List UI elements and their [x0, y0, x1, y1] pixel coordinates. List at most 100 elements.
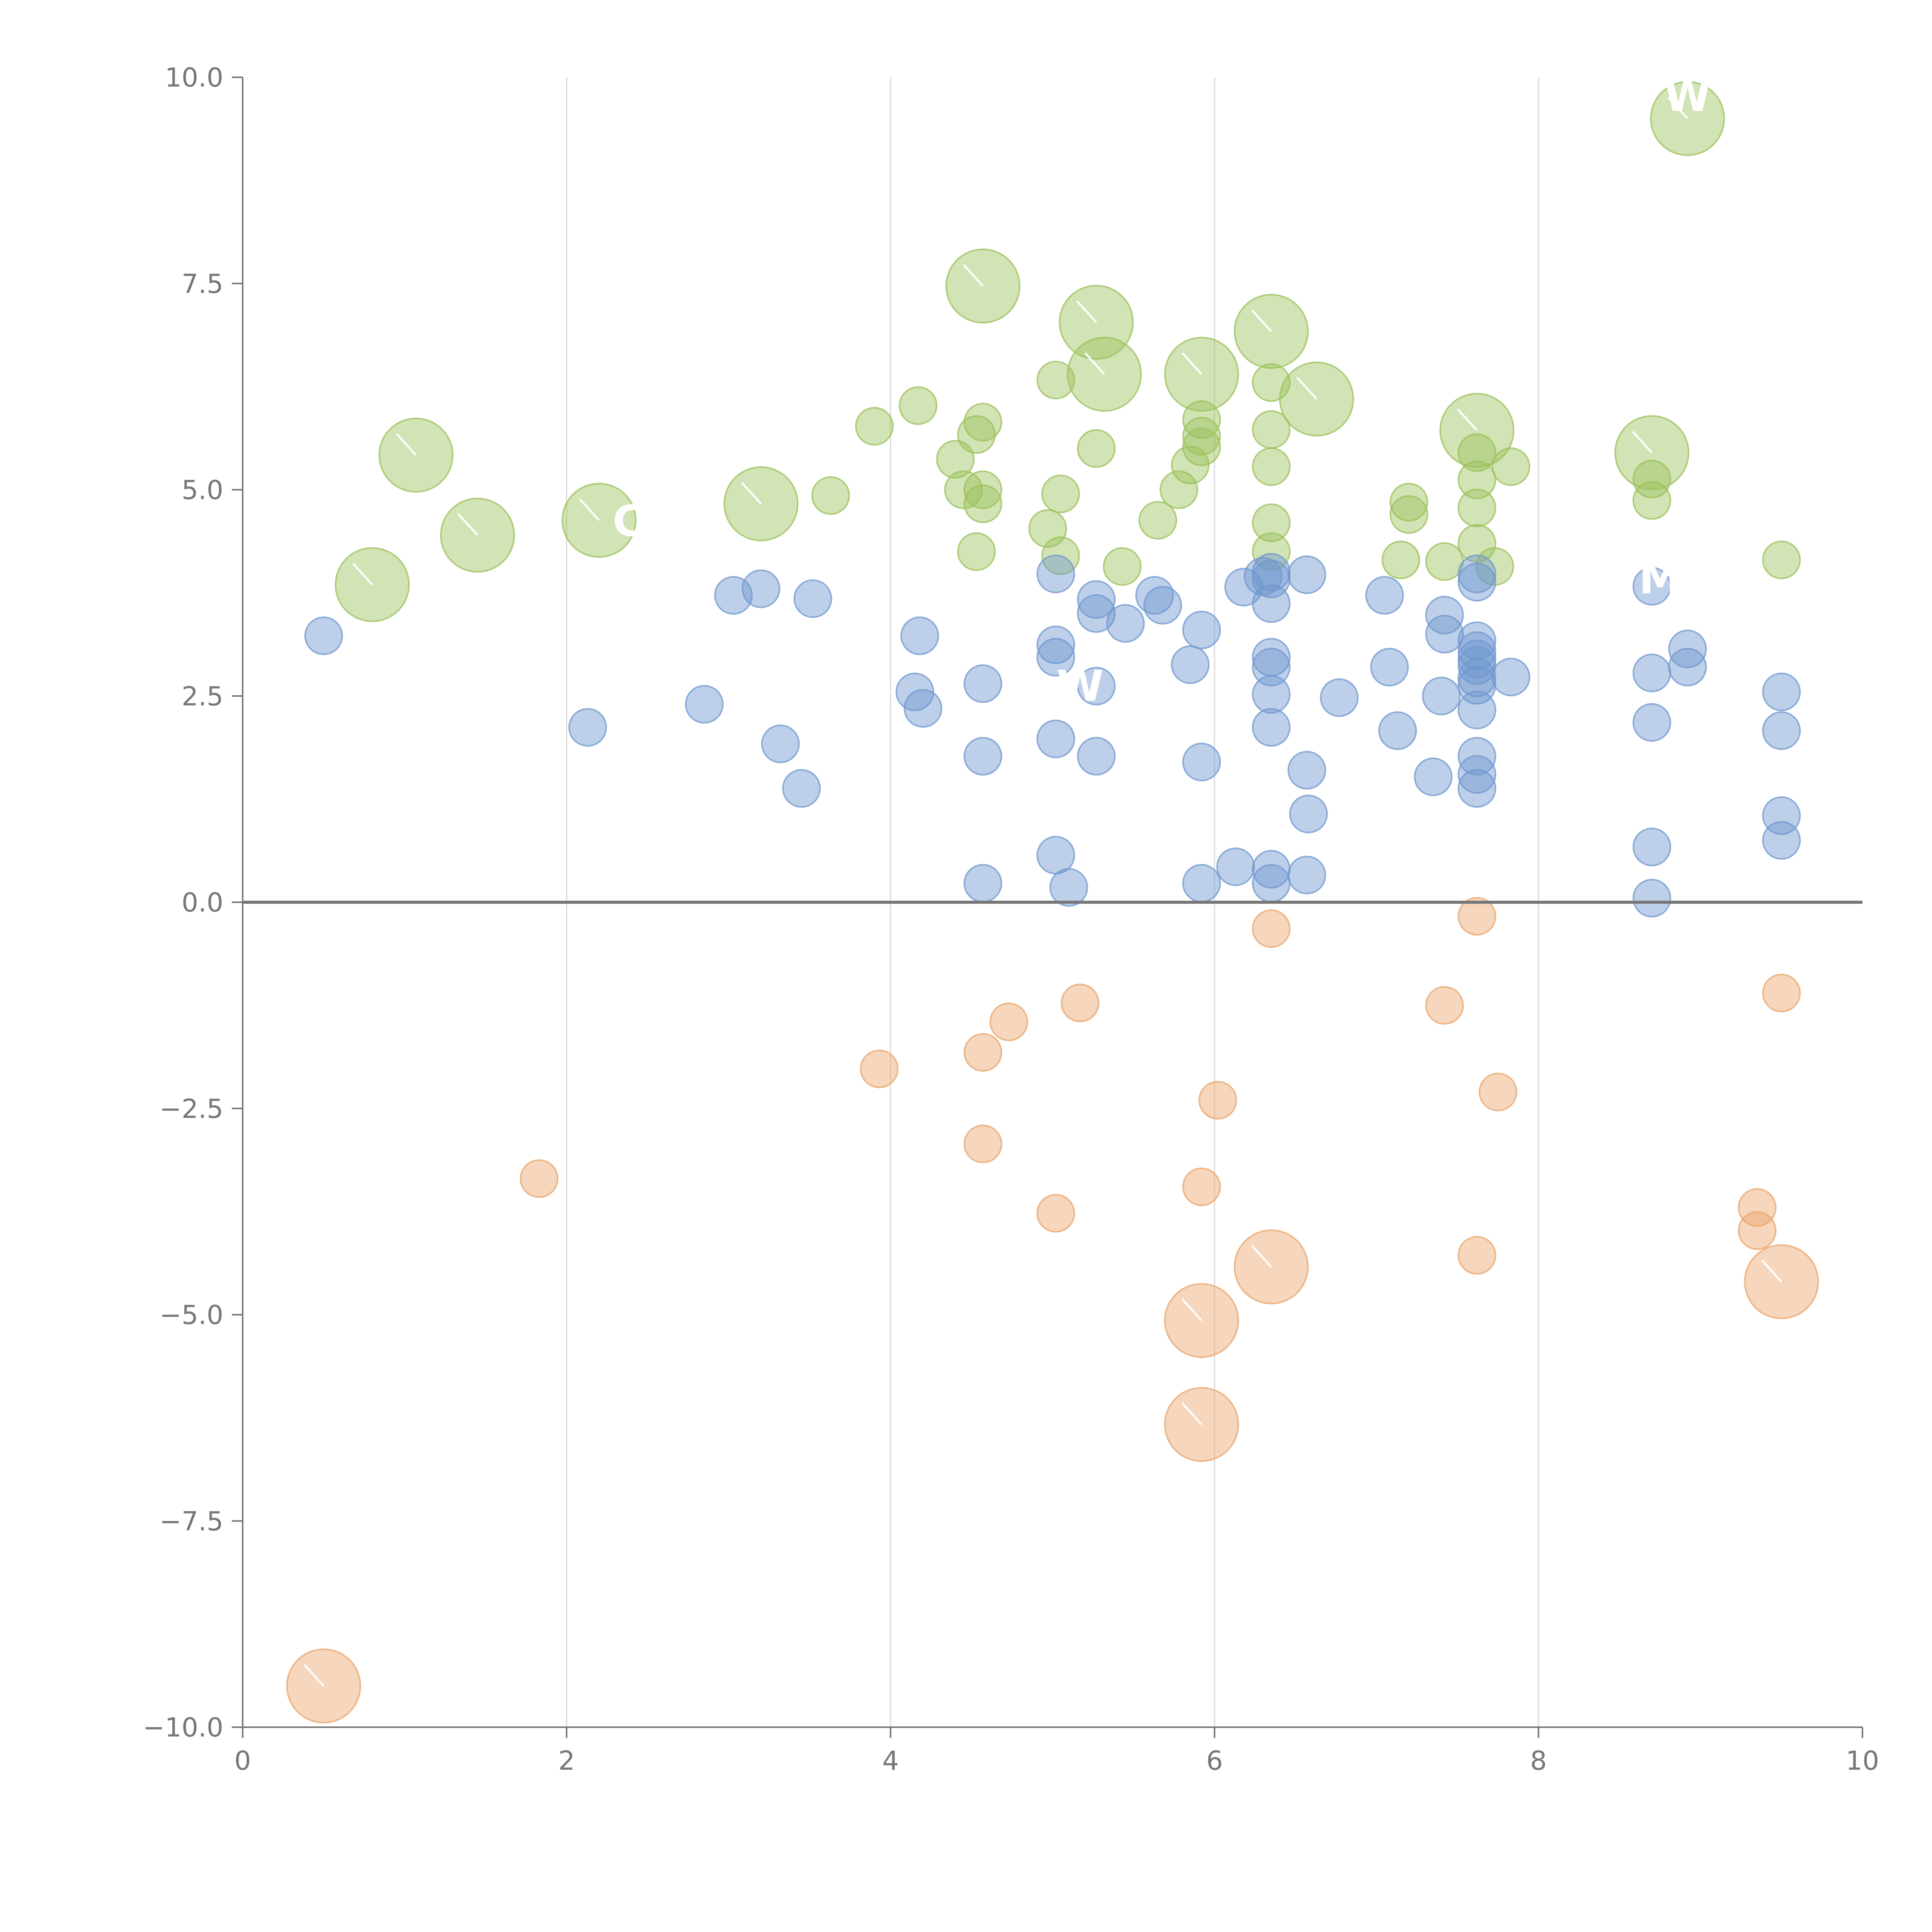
- green-bubble[interactable]: [1458, 433, 1497, 472]
- blue-bubble[interactable]: [742, 569, 781, 608]
- green-bubble[interactable]: [957, 532, 996, 571]
- blue-bubble[interactable]: [1182, 611, 1221, 650]
- green-bubble[interactable]: [1138, 501, 1177, 540]
- blue-bubble[interactable]: [1414, 757, 1453, 796]
- blue-bubble[interactable]: [1289, 794, 1328, 833]
- blue-bubble[interactable]: [1252, 648, 1291, 687]
- blue-bubble[interactable]: [1252, 675, 1291, 714]
- orange-bubble[interactable]: [860, 1049, 899, 1088]
- blue-bubble[interactable]: [1378, 711, 1417, 750]
- green-bubble[interactable]: [855, 407, 894, 446]
- green-bubble[interactable]: [1252, 410, 1291, 449]
- blue-bubble[interactable]: [1036, 625, 1075, 664]
- blue-bubble[interactable]: [963, 737, 1002, 776]
- green-bubble[interactable]: [1389, 483, 1429, 522]
- blue-bubble[interactable]: [1668, 648, 1707, 687]
- blue-bubble[interactable]: [782, 769, 821, 808]
- green-bubble[interactable]: [1182, 427, 1221, 466]
- blue-bubble[interactable]: [1036, 719, 1075, 759]
- green-bubble[interactable]: [936, 440, 975, 479]
- orange-bubble[interactable]: [963, 1033, 1002, 1072]
- blue-bubble[interactable]: [1458, 554, 1497, 594]
- orange-bubble[interactable]: [1425, 986, 1464, 1025]
- blue-bubble[interactable]: [1106, 604, 1145, 643]
- green-bubble[interactable]: [1182, 417, 1221, 456]
- blue-bubble[interactable]: [1036, 638, 1075, 677]
- blue-bubble[interactable]: [1252, 584, 1291, 623]
- blue-bubble[interactable]: [1077, 737, 1116, 776]
- green-bubble[interactable]: [1252, 532, 1291, 571]
- blue-bubble[interactable]: [1287, 751, 1327, 790]
- blue-bubble[interactable]: [1252, 708, 1291, 747]
- orange-bubble[interactable]: [1182, 1167, 1221, 1206]
- blue-bubble[interactable]: [1365, 576, 1404, 615]
- green-bubble[interactable]: [1633, 459, 1672, 498]
- green-bubble[interactable]: [1252, 447, 1291, 486]
- blue-bubble[interactable]: [1077, 580, 1116, 619]
- blue-bubble[interactable]: [1458, 563, 1497, 602]
- orange-bubble[interactable]: [989, 1002, 1028, 1041]
- blue-bubble[interactable]: [304, 616, 343, 655]
- blue-bubble[interactable]: [568, 708, 607, 747]
- green-bubble[interactable]: [1633, 481, 1672, 520]
- blue-bubble[interactable]: [1458, 769, 1497, 808]
- green-bubble[interactable]: [1182, 400, 1221, 439]
- blue-bubble[interactable]: [1633, 703, 1672, 742]
- blue-bubble[interactable]: [1077, 594, 1116, 633]
- green-bubble[interactable]: [1159, 470, 1198, 509]
- blue-bubble[interactable]: [1320, 678, 1359, 717]
- blue-bubble[interactable]: [1762, 672, 1801, 711]
- green-bubble[interactable]: [899, 386, 938, 425]
- blue-bubble[interactable]: [1633, 567, 1672, 606]
- green-bubble[interactable]: [1762, 540, 1801, 579]
- blue-bubble[interactable]: [1216, 847, 1255, 886]
- orange-bubble[interactable]: [1061, 983, 1100, 1022]
- blue-bubble[interactable]: [1143, 586, 1182, 625]
- orange-bubble[interactable]: [1738, 1188, 1777, 1227]
- orange-bubble[interactable]: [1762, 973, 1801, 1012]
- blue-bubble[interactable]: [1762, 711, 1801, 750]
- orange-bubble[interactable]: [1458, 897, 1497, 936]
- blue-bubble[interactable]: [1633, 827, 1672, 866]
- blue-bubble[interactable]: [1425, 615, 1464, 654]
- orange-bubble[interactable]: [1252, 909, 1291, 948]
- green-bubble[interactable]: [963, 470, 1002, 509]
- blue-bubble[interactable]: [1458, 631, 1497, 670]
- blue-bubble[interactable]: [1077, 667, 1116, 706]
- green-bubble[interactable]: [963, 403, 1002, 442]
- green-bubble[interactable]: [957, 415, 996, 454]
- blue-bubble[interactable]: [1049, 868, 1088, 907]
- green-bubble[interactable]: [1171, 446, 1210, 485]
- green-bubble[interactable]: [1425, 542, 1464, 581]
- blue-bubble[interactable]: [1036, 554, 1075, 594]
- blue-bubble[interactable]: [1182, 864, 1221, 903]
- blue-bubble[interactable]: [1762, 821, 1801, 860]
- blue-bubble[interactable]: [1633, 879, 1672, 918]
- green-bubble[interactable]: [1103, 547, 1142, 586]
- green-bubble[interactable]: [1041, 474, 1080, 514]
- blue-bubble[interactable]: [1492, 658, 1531, 697]
- green-bubble[interactable]: [811, 476, 850, 515]
- blue-bubble[interactable]: [1458, 755, 1497, 794]
- blue-bubble[interactable]: [1370, 648, 1409, 687]
- green-bubble[interactable]: [1492, 447, 1531, 486]
- blue-bubble[interactable]: [1252, 864, 1291, 903]
- green-bubble[interactable]: [963, 484, 1002, 523]
- green-bubble[interactable]: [1252, 503, 1291, 542]
- green-bubble[interactable]: [1036, 361, 1075, 400]
- blue-bubble[interactable]: [1633, 653, 1672, 692]
- blue-bubble[interactable]: [1287, 555, 1327, 594]
- blue-bubble[interactable]: [761, 724, 800, 764]
- blue-bubble[interactable]: [685, 685, 724, 724]
- blue-bubble[interactable]: [963, 864, 1002, 903]
- orange-bubble[interactable]: [1458, 1236, 1497, 1275]
- green-bubble[interactable]: [1077, 429, 1116, 468]
- blue-bubble[interactable]: [793, 579, 832, 618]
- green-bubble[interactable]: [1389, 495, 1429, 534]
- green-bubble[interactable]: [1458, 488, 1497, 527]
- green-bubble[interactable]: [1458, 460, 1497, 499]
- green-bubble[interactable]: [1252, 363, 1291, 402]
- orange-bubble[interactable]: [963, 1124, 1002, 1163]
- blue-bubble[interactable]: [903, 689, 942, 728]
- orange-bubble[interactable]: [520, 1159, 559, 1198]
